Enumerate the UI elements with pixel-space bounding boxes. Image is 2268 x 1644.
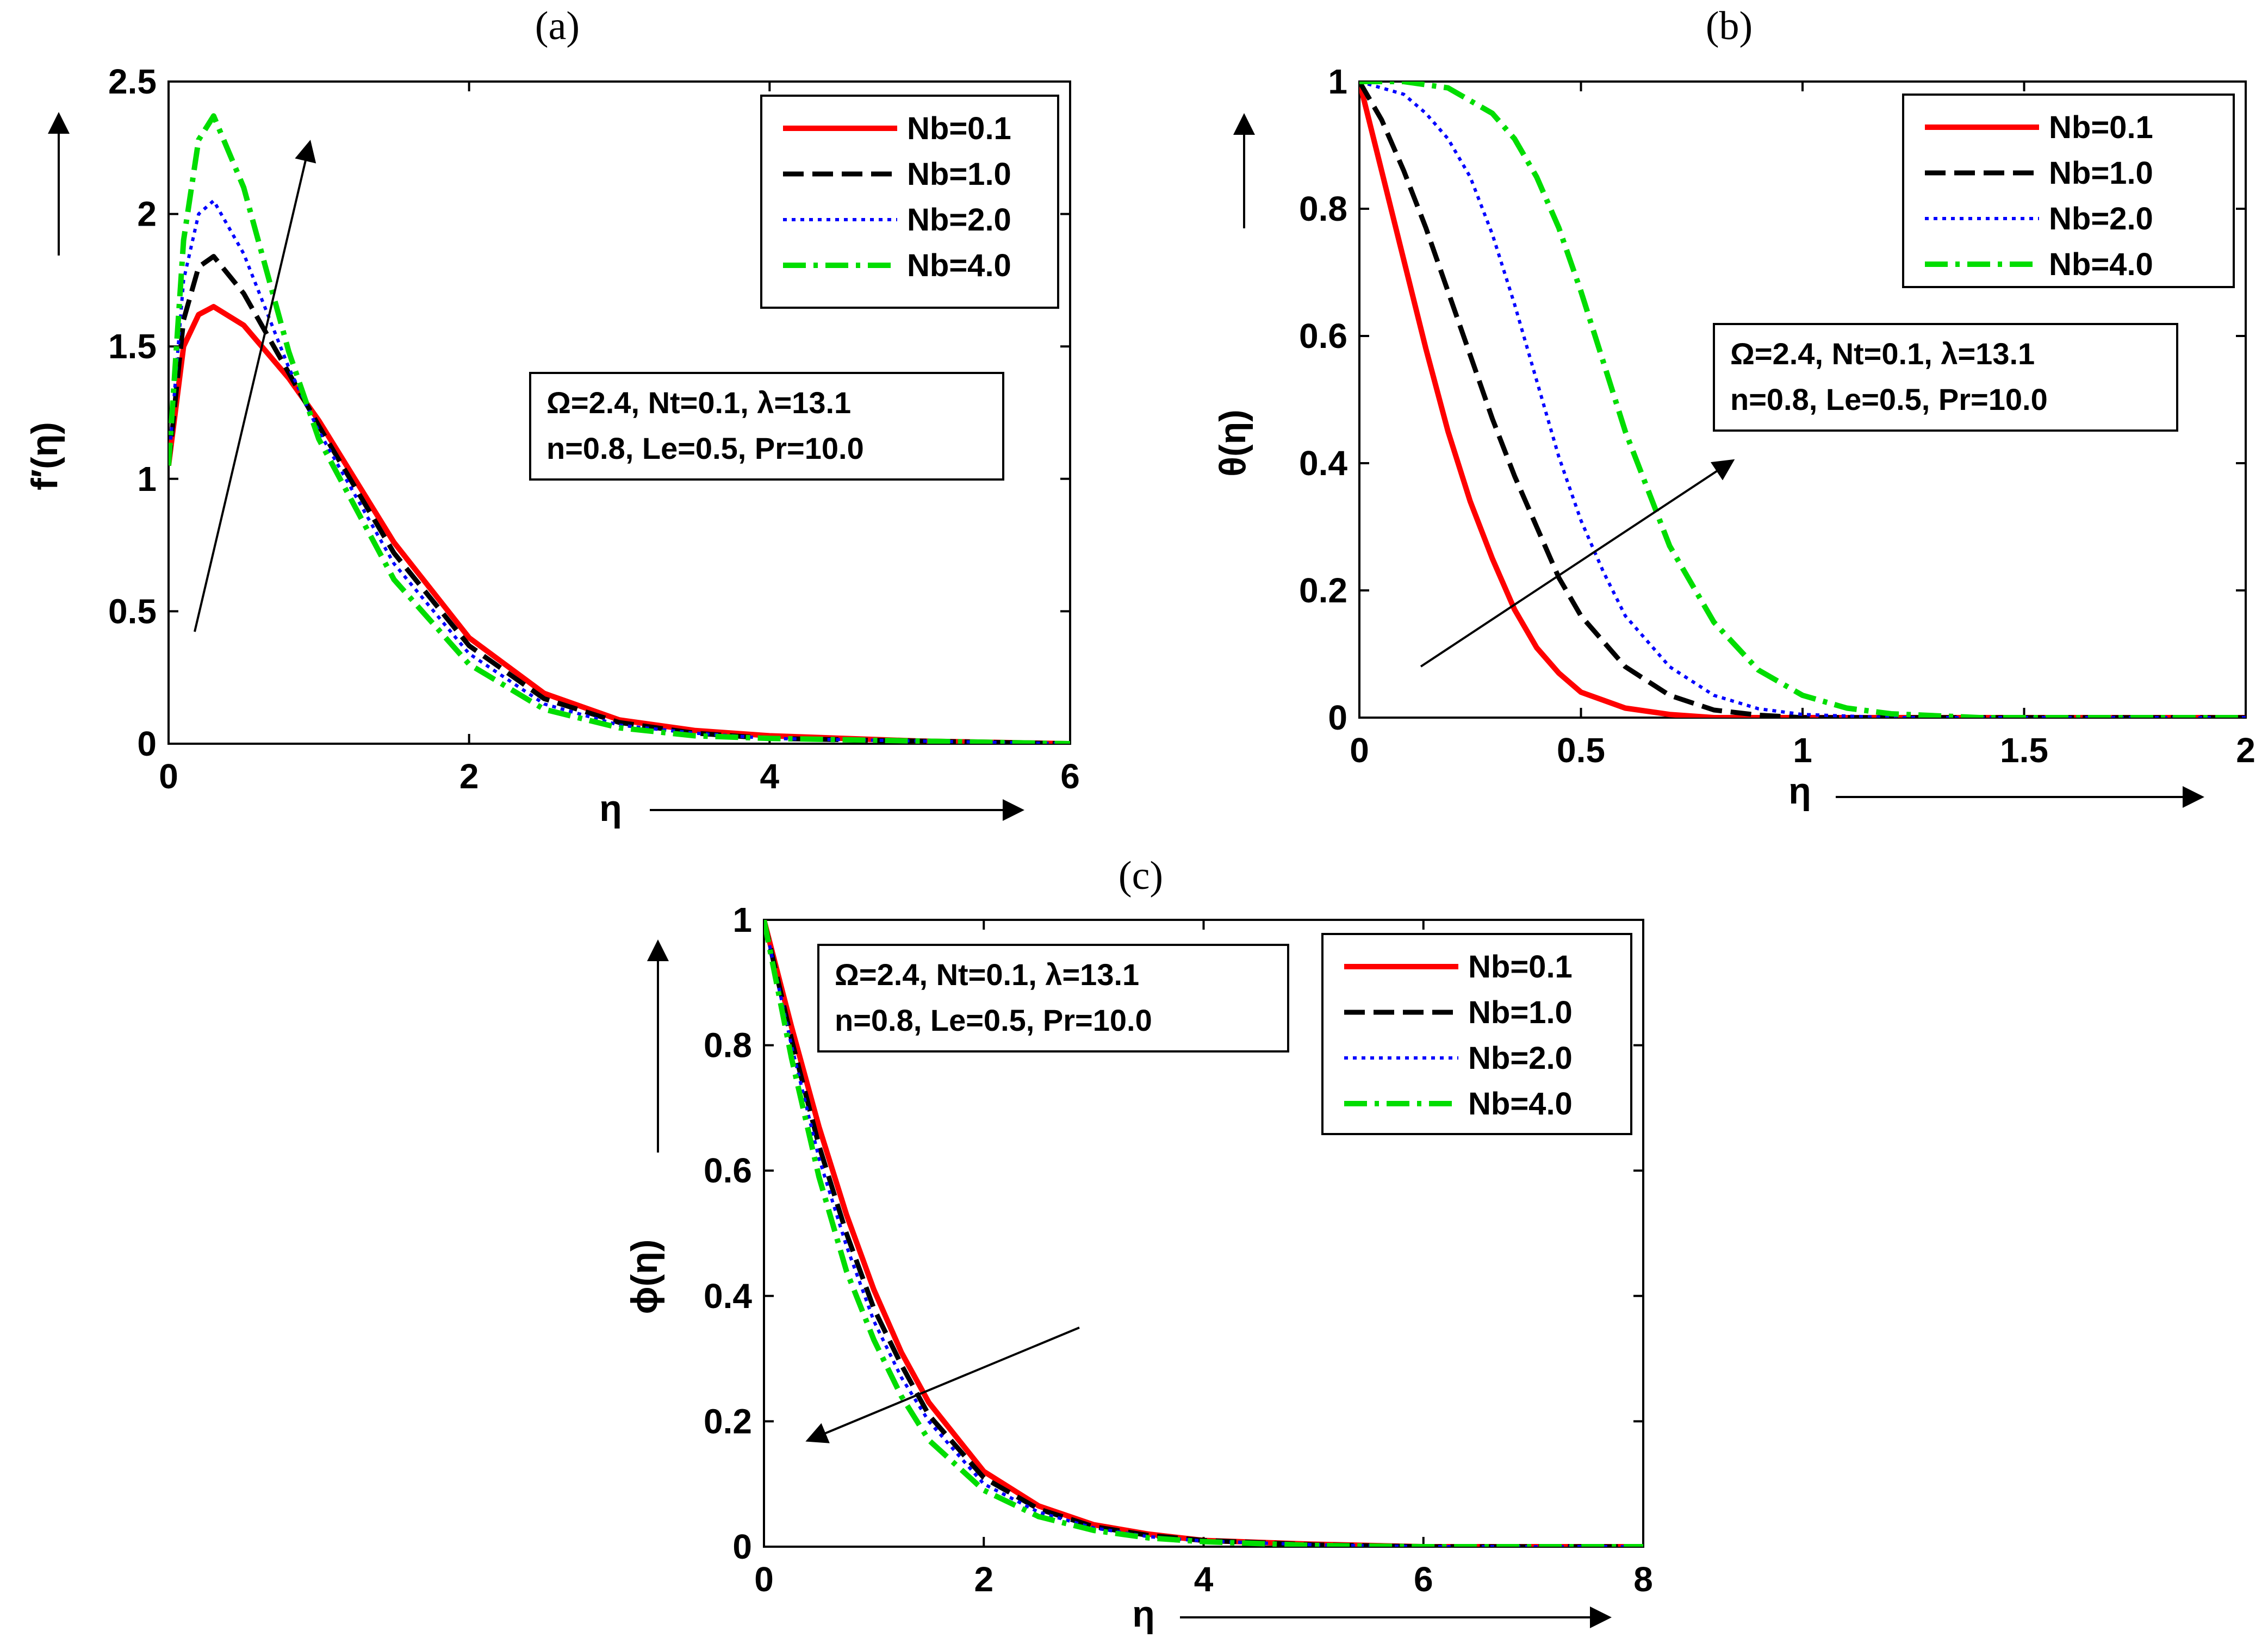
- trend-arrow: [194, 140, 316, 632]
- y-tick-label: 0.2: [1299, 571, 1347, 610]
- panel-c-title: (c): [1119, 854, 1163, 898]
- params-box: [529, 372, 1004, 481]
- y-tick-label: 1: [732, 900, 752, 939]
- y-tick-label: 2: [137, 195, 157, 234]
- x-tick-label: 0: [159, 757, 178, 796]
- params-line: n=0.8, Le=0.5, Pr=10.0: [546, 431, 864, 465]
- y-tick-label: 0.8: [1299, 189, 1347, 228]
- y-tick-label: 0: [1328, 698, 1347, 737]
- params-line: Ω=2.4, Nt=0.1, λ=13.1: [835, 957, 1139, 992]
- y-tick-label: 2.5: [108, 62, 157, 101]
- y-tick-label: 1.5: [108, 327, 157, 366]
- x-tick-label: 0: [754, 1560, 774, 1599]
- x-tick-label: 1.5: [2000, 731, 2048, 770]
- x-tick-label: 1: [1793, 731, 1812, 770]
- y-tick-label: 0.6: [704, 1151, 752, 1190]
- x-tick-label: 0.5: [1557, 731, 1605, 770]
- params-box: [1713, 323, 2178, 432]
- series-line-nb-4-0: [169, 113, 1070, 744]
- series-line-nb-2-0: [169, 199, 1070, 744]
- panel-c: 0 2 4 6 8 0 0.2 0.4 0.6 0.8 1 Nb=0.1 Nb=1.0 Nb=2.0 Nb=…: [624, 900, 1653, 1635]
- y-tick-label: 0: [732, 1527, 752, 1566]
- x-tick-label: 4: [760, 757, 780, 796]
- y-tick-label: 1: [137, 459, 157, 499]
- x-tick-label: 6: [1060, 757, 1080, 796]
- series-line-nb-1-0: [1359, 82, 2246, 718]
- x-tick-label: 8: [1633, 1560, 1653, 1599]
- legend-label: Nb=2.0: [907, 202, 1011, 238]
- legend-label: Nb=1.0: [2049, 155, 2153, 191]
- series-line-nb-0-1: [169, 304, 1070, 744]
- legend-label: Nb=2.0: [2049, 201, 2153, 236]
- x-tick-label: 6: [1414, 1560, 1433, 1599]
- x-axis-label: η: [1132, 1593, 1155, 1635]
- legend-label: Nb=4.0: [907, 248, 1011, 283]
- y-tick-label: 0.4: [704, 1276, 752, 1316]
- params-line: n=0.8, Le=0.5, Pr=10.0: [835, 1003, 1152, 1037]
- params-line: Ω=2.4, Nt=0.1, λ=13.1: [546, 385, 851, 420]
- params-box: [817, 944, 1289, 1053]
- legend-label: Nb=4.0: [1468, 1086, 1573, 1122]
- series-line-nb-1-0: [169, 254, 1070, 744]
- y-tick-label: 0.8: [704, 1026, 752, 1065]
- panel-a: 0 2 4 6 0 0.5 1 1.5 2 2.5 Nb=0.1 Nb=1.0 Nb=2.0 Nb=4.0…: [24, 62, 1080, 829]
- trend-arrow: [1420, 459, 1735, 668]
- y-tick-label: 0.2: [704, 1402, 752, 1441]
- x-tick-label: 2: [974, 1560, 993, 1599]
- legend-label: Nb=4.0: [2049, 247, 2153, 282]
- x-tick-label: 4: [1194, 1560, 1214, 1599]
- legend-label: Nb=1.0: [907, 157, 1011, 192]
- x-tick-label: 2: [2236, 731, 2255, 770]
- y-tick-label: 0.4: [1299, 444, 1347, 483]
- y-axis-label: θ(η): [1212, 409, 1253, 477]
- panel-b: 0 0.5 1 1.5 2 0 0.2 0.4 0.6 0.8 1 Nb=0.1 Nb=1.0 Nb=2.…: [1212, 62, 2255, 812]
- series-line-nb-4-0: [1359, 82, 2246, 718]
- x-axis-label: η: [1788, 770, 1811, 812]
- series-line-nb-2-0: [1359, 82, 2246, 718]
- x-axis-label: η: [599, 788, 622, 829]
- y-tick-label: 1: [1328, 62, 1347, 101]
- x-tick-label: 2: [459, 757, 479, 796]
- panel-a-title: (a): [535, 4, 580, 48]
- legend-label: Nb=1.0: [1468, 995, 1573, 1030]
- series-line-nb-0-1: [1359, 82, 2246, 718]
- y-tick-label: 0: [137, 724, 157, 763]
- legend-label: Nb=0.1: [907, 111, 1011, 146]
- trend-arrow: [805, 1327, 1080, 1443]
- legend-label: Nb=2.0: [1468, 1041, 1573, 1076]
- y-axis-label: f′(η): [24, 422, 65, 490]
- params-line: Ω=2.4, Nt=0.1, λ=13.1: [1730, 337, 2035, 371]
- x-tick-label: 0: [1350, 731, 1369, 770]
- legend-label: Nb=0.1: [1468, 949, 1573, 985]
- legend-label: Nb=0.1: [2049, 110, 2153, 145]
- panel-b-title: (b): [1706, 4, 1753, 48]
- y-axis-label: ϕ(η): [624, 1240, 665, 1315]
- params-line: n=0.8, Le=0.5, Pr=10.0: [1730, 382, 2048, 416]
- y-tick-label: 0.5: [108, 591, 157, 631]
- y-tick-label: 0.6: [1299, 316, 1347, 356]
